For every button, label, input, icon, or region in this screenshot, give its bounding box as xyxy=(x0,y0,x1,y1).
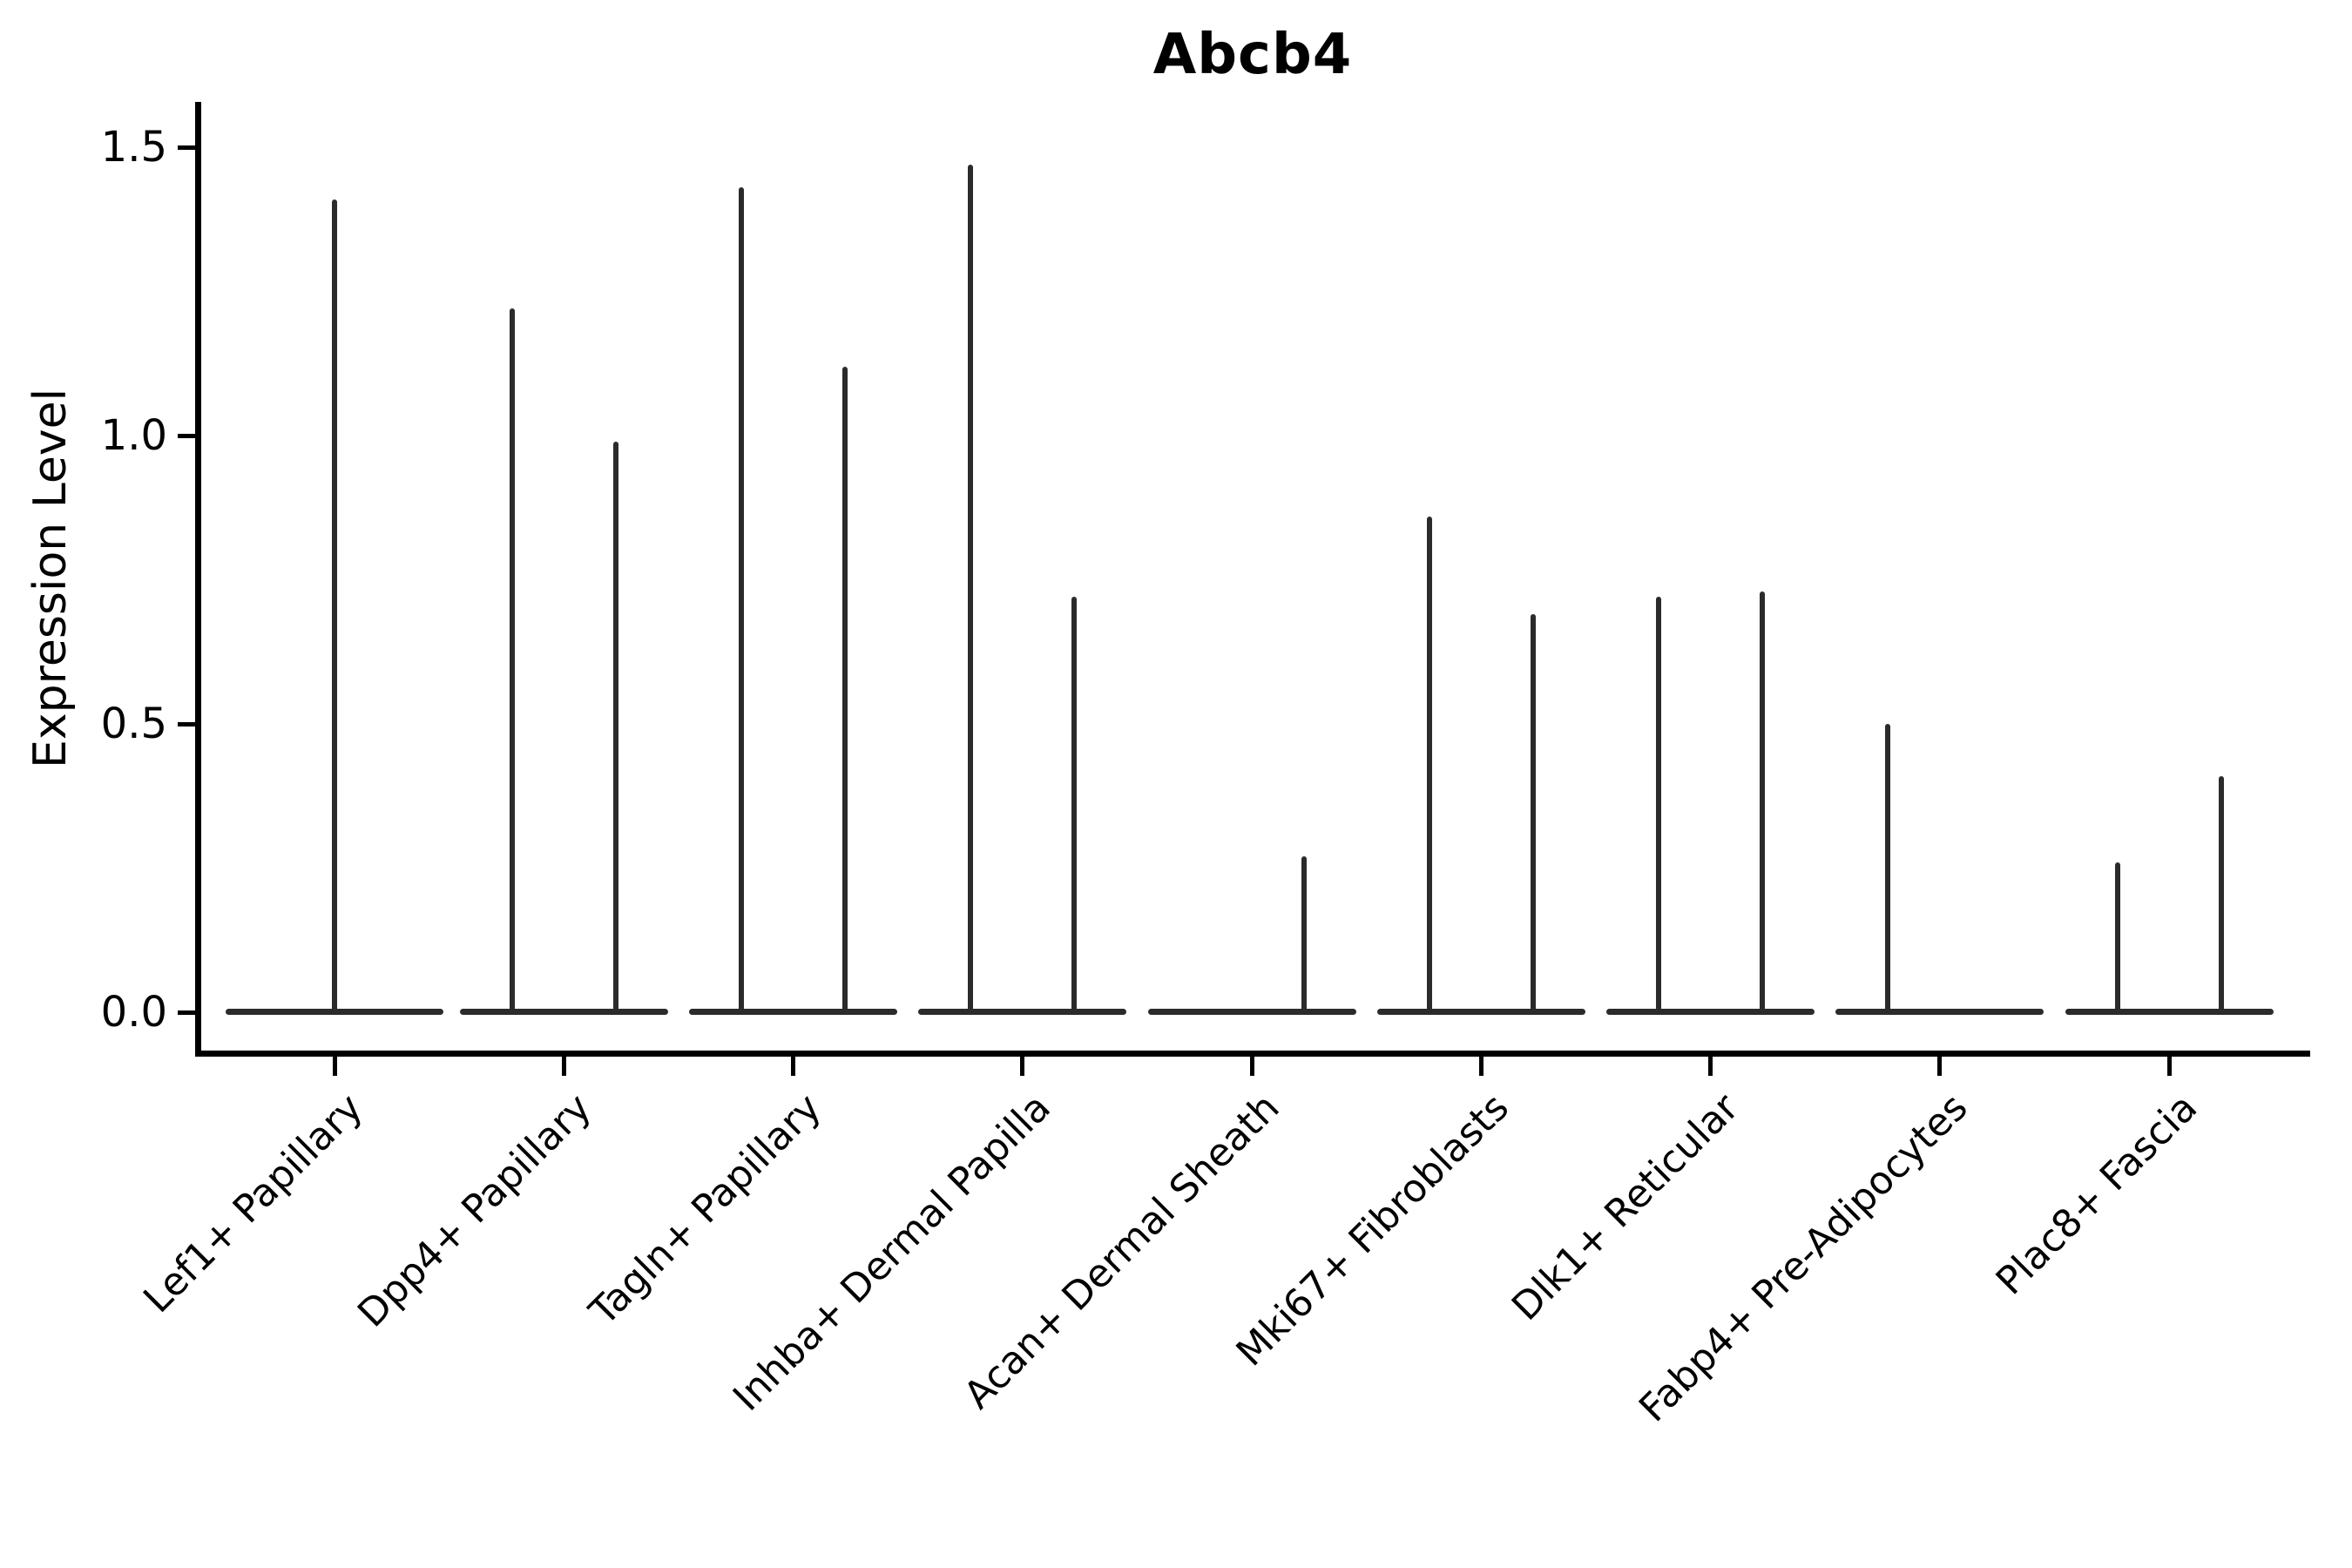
violin-zero-bar xyxy=(1835,1009,2044,1015)
y-axis-spine xyxy=(195,102,201,1057)
x-tick xyxy=(2166,1057,2172,1076)
violin-spike xyxy=(509,308,515,1012)
y-tick-label: 1.5 xyxy=(100,123,167,172)
violin-zero-bar xyxy=(918,1009,1127,1015)
x-tick xyxy=(791,1057,795,1076)
violin-spike xyxy=(332,199,337,1012)
violin-spike xyxy=(1071,597,1078,1012)
x-tick-label: Dlk1+ Reticular xyxy=(1503,1085,1747,1329)
chart-title: Abcb4 xyxy=(1152,23,1353,87)
y-tick-label: 0.5 xyxy=(100,700,167,748)
violin-spike xyxy=(1885,724,1891,1012)
violin-spike xyxy=(1656,597,1661,1012)
x-tick xyxy=(1937,1057,1943,1076)
x-axis-spine xyxy=(195,1051,2310,1057)
violin-zero-bar xyxy=(1147,1009,1356,1015)
x-tick xyxy=(1478,1057,1484,1076)
violin-spike xyxy=(842,366,848,1012)
violin-zero-bar xyxy=(2065,1009,2274,1015)
violin-zero-bar xyxy=(459,1009,668,1015)
violin-spike xyxy=(1301,856,1307,1012)
violin-spike xyxy=(612,441,618,1012)
x-tick xyxy=(1249,1057,1254,1076)
violin-spike xyxy=(1426,516,1432,1012)
y-tick xyxy=(178,433,195,438)
x-tick-label: Lef1+ Papillary xyxy=(134,1085,371,1321)
violin-spike xyxy=(739,187,744,1012)
x-tick xyxy=(332,1057,337,1076)
violin-spike xyxy=(1760,591,1765,1012)
violin-zero-bar xyxy=(1376,1009,1585,1015)
y-tick-label: 1.0 xyxy=(100,411,167,460)
x-tick xyxy=(1020,1057,1025,1076)
x-tick-label: Tagln+ Papillary xyxy=(581,1085,830,1335)
y-tick xyxy=(178,145,195,150)
violin-spike xyxy=(1530,614,1536,1012)
x-tick-label: Plac8+ Fascia xyxy=(1987,1085,2206,1304)
violin-zero-bar xyxy=(1606,1009,1815,1015)
y-tick xyxy=(178,1010,195,1015)
x-tick xyxy=(1708,1057,1713,1076)
y-tick xyxy=(178,721,195,727)
violin-zero-bar xyxy=(689,1009,897,1015)
violin-spike xyxy=(2114,862,2120,1012)
x-tick-label: Dpp4+ Papillary xyxy=(349,1085,601,1336)
violin-spike xyxy=(2218,775,2224,1012)
x-tick xyxy=(561,1057,566,1076)
violin-spike xyxy=(968,164,974,1012)
y-tick-label: 0.0 xyxy=(100,988,167,1037)
